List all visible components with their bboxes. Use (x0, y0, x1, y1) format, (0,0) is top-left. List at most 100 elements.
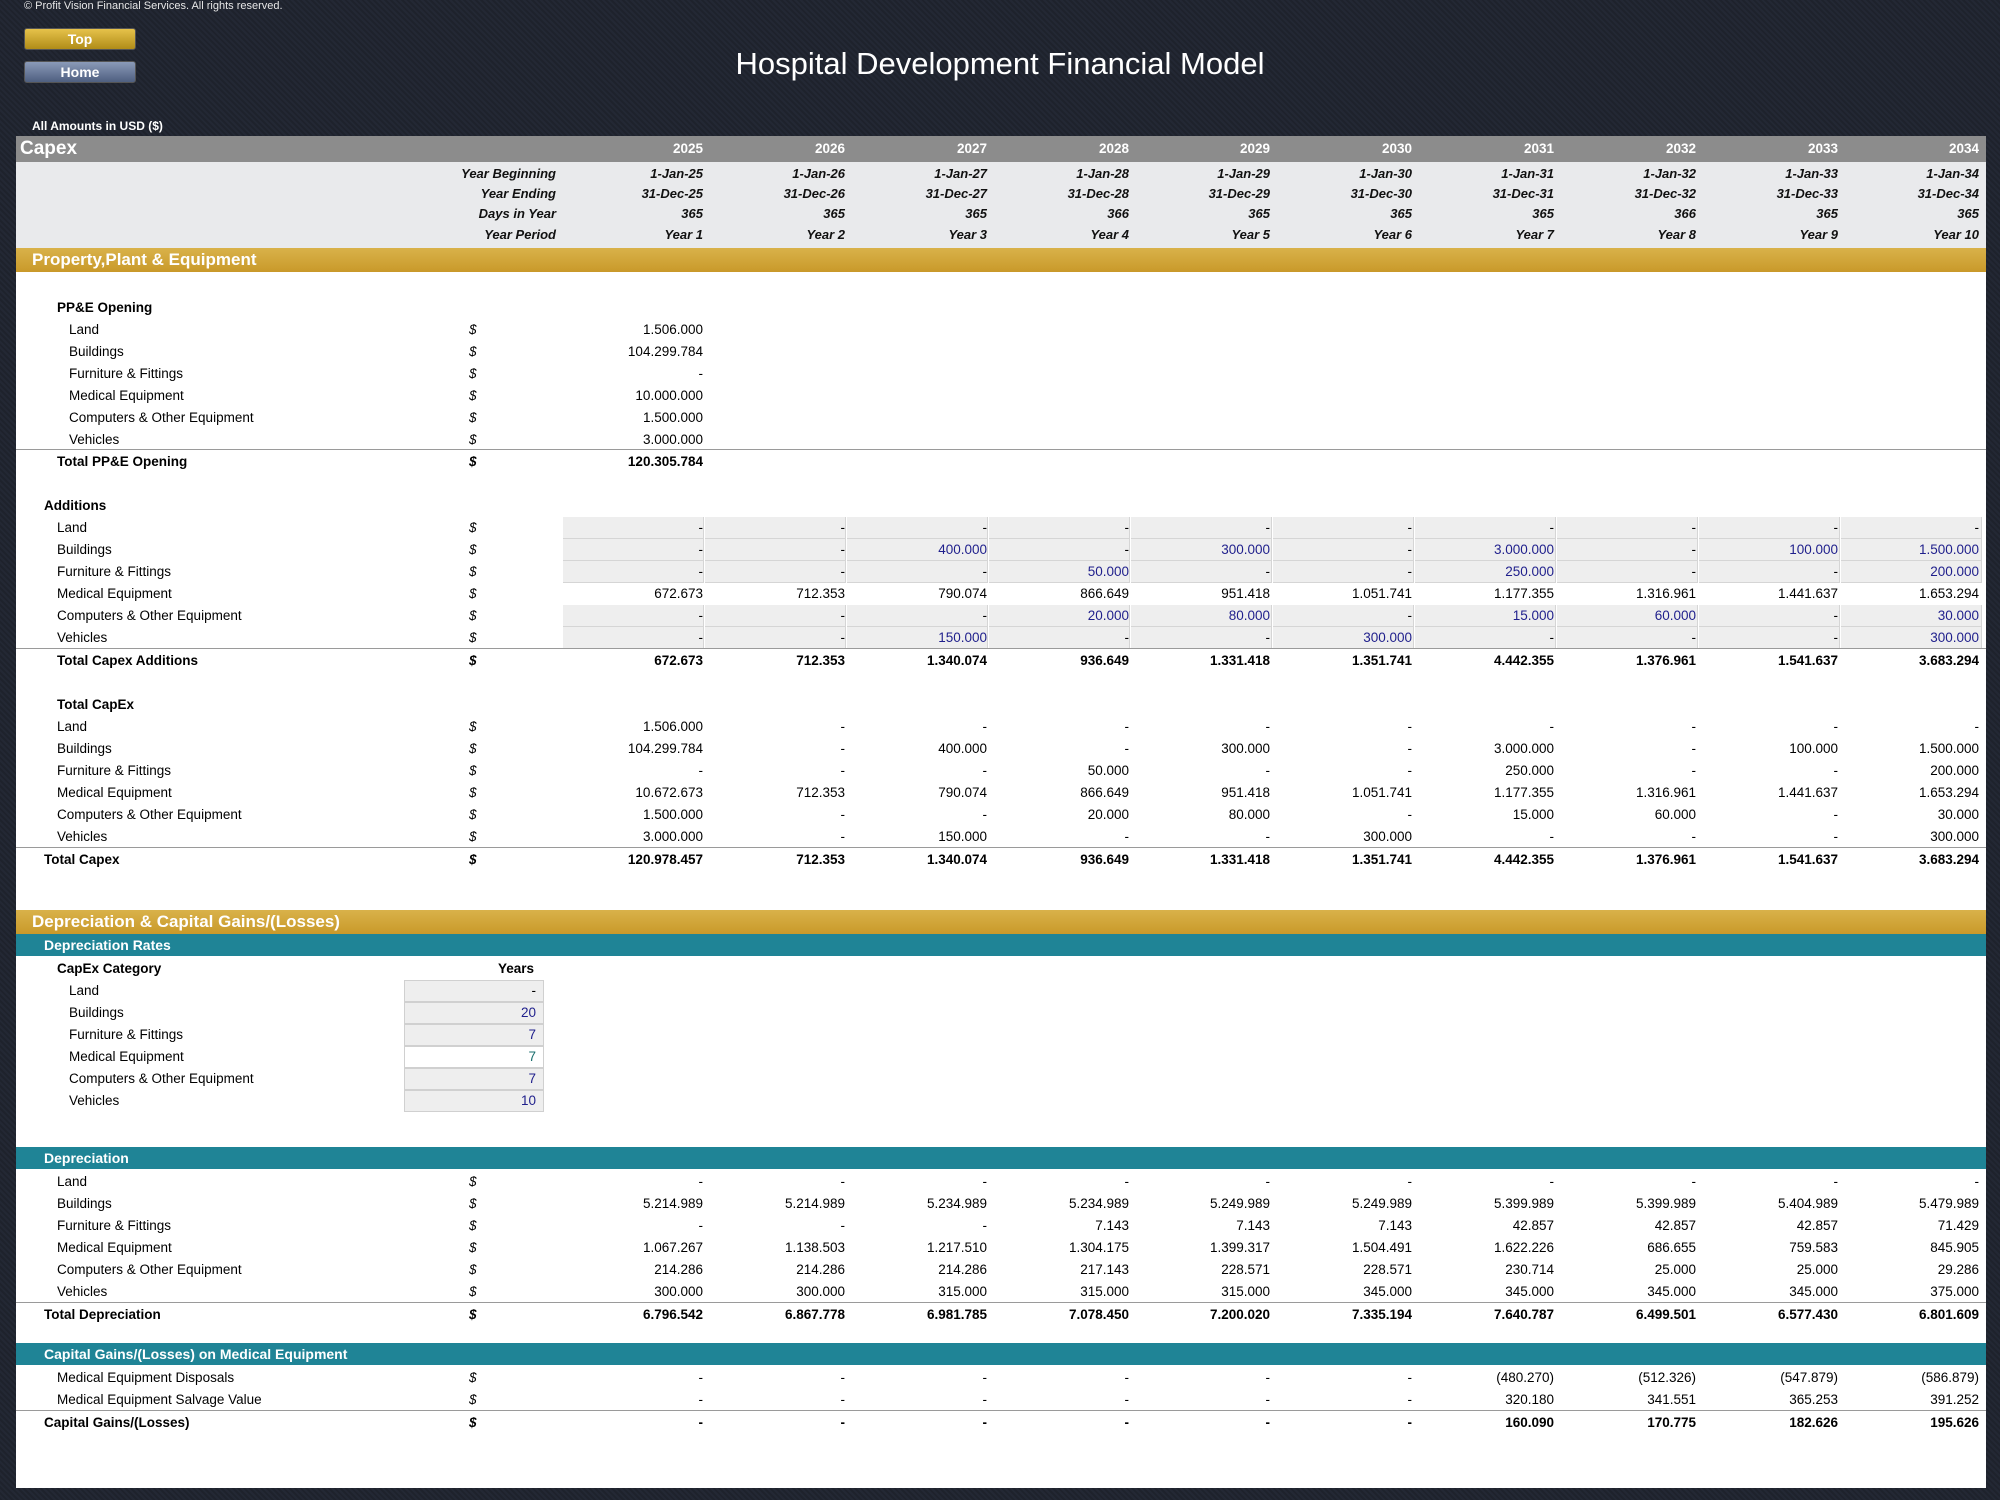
row-value: 1.441.637 (1777, 586, 1838, 601)
input-value[interactable]: - (1265, 630, 1271, 645)
timeline-row: Year Period Year 1 Year 2 Year 3 Year 4 Year … (16, 224, 1986, 246)
copyright-text: © Profit Vision Financial Services. All … (24, 0, 283, 12)
total-value: 1.340.074 (926, 852, 987, 867)
input-value[interactable]: 15.000 (1512, 608, 1554, 623)
rate-row: Furniture & Fittings 7 (16, 1024, 1986, 1046)
input-value[interactable]: - (1691, 520, 1697, 535)
input-value[interactable]: - (1549, 520, 1555, 535)
input-value[interactable]: - (698, 630, 704, 645)
input-value[interactable]: - (698, 564, 704, 579)
input-value[interactable]: 20.000 (1087, 608, 1129, 623)
input-value[interactable]: - (840, 564, 846, 579)
additions-row: Computers & Other Equipment $ - - - 20.000 80.… (16, 605, 1986, 627)
row-label: Land (57, 719, 88, 734)
input-value[interactable]: 3.000.000 (1493, 542, 1554, 557)
row-value: 104.299.784 (627, 741, 703, 756)
input-value[interactable]: - (1833, 520, 1839, 535)
rate-input-box[interactable] (404, 1046, 544, 1068)
rate-input-box[interactable] (404, 980, 544, 1002)
rate-input-box[interactable] (404, 1068, 544, 1090)
row-value: 345.000 (1363, 1284, 1412, 1299)
rate-value[interactable]: 20 (520, 1005, 536, 1020)
input-value[interactable]: - (1265, 520, 1271, 535)
input-value[interactable]: 50.000 (1087, 564, 1129, 579)
row-value: 300.000 (1363, 829, 1412, 844)
currency-symbol: $ (469, 1174, 477, 1189)
input-value[interactable]: - (1691, 630, 1697, 645)
input-value[interactable]: 150.000 (938, 630, 987, 645)
timeline-row: Year Ending 31-Dec-25 31-Dec-26 31-Dec-27 31… (16, 183, 1986, 205)
input-value[interactable]: - (1124, 520, 1130, 535)
input-value[interactable]: - (982, 564, 988, 579)
top-button[interactable]: Top (24, 28, 136, 50)
currency-symbol: $ (469, 852, 477, 867)
input-value[interactable]: 300.000 (1930, 630, 1979, 645)
rate-value[interactable]: 7 (528, 1071, 536, 1086)
input-value[interactable]: - (1124, 630, 1130, 645)
row-value: 1.500.000 (1918, 741, 1979, 756)
input-value[interactable]: - (1691, 542, 1697, 557)
currency-symbol: $ (469, 454, 477, 469)
input-value[interactable]: 60.000 (1654, 608, 1696, 623)
input-value[interactable]: - (840, 542, 846, 557)
input-value[interactable]: - (840, 520, 846, 535)
input-value[interactable]: - (982, 520, 988, 535)
input-value[interactable]: - (1124, 542, 1130, 557)
input-value[interactable]: - (1691, 564, 1697, 579)
row-value: 1.622.226 (1493, 1240, 1554, 1255)
input-value[interactable]: - (698, 608, 704, 623)
input-value[interactable]: 200.000 (1930, 564, 1979, 579)
input-value[interactable]: 250.000 (1505, 564, 1554, 579)
timeline-value: 365 (965, 206, 987, 221)
input-value[interactable]: - (1549, 630, 1555, 645)
input-value[interactable]: - (1833, 608, 1839, 623)
row-value: 230.714 (1505, 1262, 1554, 1277)
row-value: - (1974, 1174, 1980, 1189)
input-value[interactable]: - (1407, 564, 1413, 579)
subsection-title: Depreciation (44, 1150, 129, 1166)
depreciation-row: Land $ - - - - - - - - - - (16, 1171, 1986, 1193)
input-value[interactable]: 300.000 (1363, 630, 1412, 645)
input-value[interactable]: - (1265, 564, 1271, 579)
input-value[interactable]: - (698, 520, 704, 535)
row-value: - (1124, 719, 1130, 734)
home-button[interactable]: Home (24, 61, 136, 83)
currency-symbol: $ (469, 1415, 477, 1430)
input-value[interactable]: 80.000 (1228, 608, 1270, 623)
timeline-value: 365 (1390, 206, 1412, 221)
row-value: 80.000 (1228, 807, 1270, 822)
input-value[interactable]: - (698, 542, 704, 557)
rate-input-box[interactable] (404, 1024, 544, 1046)
rate-value[interactable]: 7 (528, 1027, 536, 1042)
rate-input-box[interactable] (404, 1090, 544, 1112)
input-value[interactable]: - (1407, 542, 1413, 557)
input-value[interactable]: 400.000 (938, 542, 987, 557)
input-value[interactable]: - (1974, 520, 1980, 535)
rate-value[interactable]: - (531, 983, 537, 998)
timeline-value: Year 7 (1515, 227, 1554, 242)
row-value: (480.270) (1496, 1370, 1554, 1385)
row-value: 951.418 (1221, 785, 1270, 800)
input-value[interactable]: - (1833, 630, 1839, 645)
input-value[interactable]: - (840, 630, 846, 645)
row-value: 214.286 (654, 1262, 703, 1277)
input-value[interactable]: 300.000 (1221, 542, 1270, 557)
input-value[interactable]: - (982, 608, 988, 623)
input-value[interactable]: - (840, 608, 846, 623)
input-value[interactable]: 100.000 (1789, 542, 1838, 557)
input-value[interactable]: 1.500.000 (1918, 542, 1979, 557)
rate-value[interactable]: 10 (520, 1093, 536, 1108)
additions-row: Buildings $ - - 400.000 - 300.000 - 3.000.000 - 10… (16, 539, 1986, 561)
input-value[interactable]: - (1833, 564, 1839, 579)
row-label: Vehicles (57, 1284, 108, 1299)
rate-input-box[interactable] (404, 1002, 544, 1024)
input-value[interactable]: - (1407, 520, 1413, 535)
input-value[interactable]: 30.000 (1937, 608, 1979, 623)
input-cell-bg (1415, 561, 1556, 583)
timeline-value: 31-Dec-25 (641, 186, 703, 201)
timeline-value: 1-Jan-32 (1643, 166, 1696, 181)
row-value: 150.000 (938, 829, 987, 844)
timeline-value: 31-Dec-31 (1492, 186, 1554, 201)
input-value[interactable]: - (1407, 608, 1413, 623)
rate-value[interactable]: 7 (528, 1049, 536, 1064)
